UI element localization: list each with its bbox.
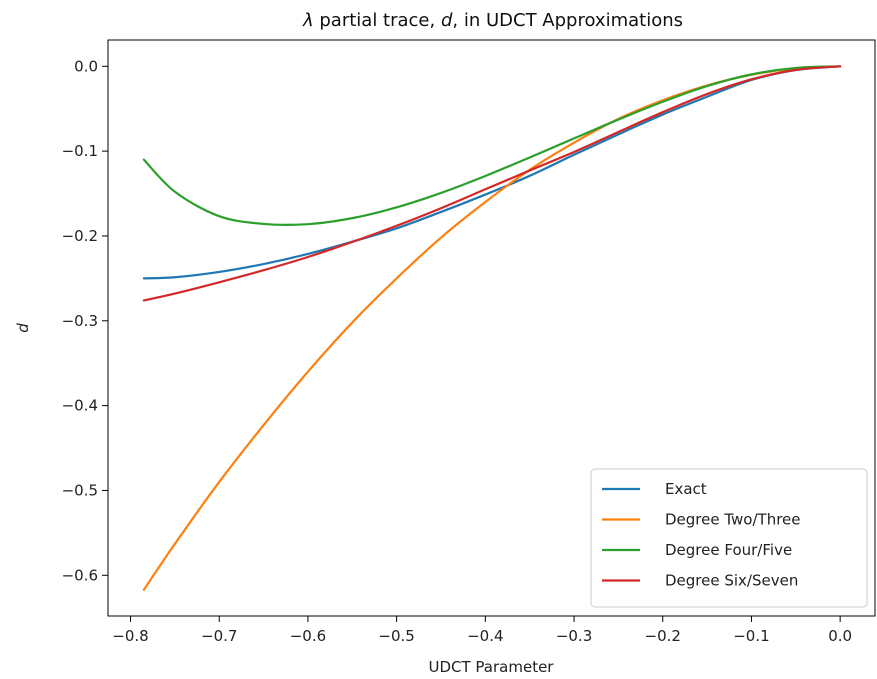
y-tick-label: −0.5 bbox=[62, 481, 98, 499]
y-tick-label: −0.4 bbox=[62, 397, 98, 415]
y-tick-label: −0.6 bbox=[62, 566, 98, 584]
legend-label-degree-two-three: Degree Two/Three bbox=[665, 511, 801, 529]
plot-frame bbox=[107, 39, 876, 617]
y-axis-title: d bbox=[14, 323, 32, 333]
series-line-exact bbox=[142, 65, 842, 280]
x-tick-label: −0.7 bbox=[201, 627, 237, 645]
x-tick-label: −0.8 bbox=[112, 627, 148, 645]
legend-box bbox=[590, 468, 868, 608]
legend-label-degree-four-five: Degree Four/Five bbox=[665, 541, 792, 559]
x-tick-label: −0.5 bbox=[378, 627, 414, 645]
legend: Exact Degree Two/Three Degree Four/Five Deg… bbox=[590, 468, 868, 608]
y-tick-label: −0.1 bbox=[62, 142, 98, 160]
title-lambda: λ bbox=[302, 10, 314, 31]
series-line-degree-six-seven bbox=[142, 65, 842, 302]
y-tick-label: −0.2 bbox=[62, 227, 98, 245]
title-middle: partial trace, bbox=[314, 10, 441, 31]
x-tick-label: −0.3 bbox=[556, 627, 592, 645]
x-axis-title: UDCT Parameter bbox=[429, 658, 555, 676]
series-line-degree-four-five bbox=[142, 65, 842, 226]
x-tick-label: −0.2 bbox=[645, 627, 681, 645]
y-tick-label: −0.3 bbox=[62, 312, 98, 330]
title-var: d bbox=[441, 10, 453, 31]
series-layer bbox=[142, 65, 842, 591]
title-suffix: , in UDCT Approximations bbox=[452, 10, 683, 31]
x-tick-label: −0.1 bbox=[733, 627, 769, 645]
ticks-layer: −0.8 −0.7 −0.6 −0.5 −0.4 −0.3 −0.2 −0.1 0.0 0.0 −0… bbox=[62, 57, 853, 645]
x-tick-label: 0.0 bbox=[828, 627, 852, 645]
x-tick-label: −0.4 bbox=[467, 627, 503, 645]
x-tick-label: −0.6 bbox=[290, 627, 326, 645]
legend-label-degree-six-seven: Degree Six/Seven bbox=[665, 572, 798, 590]
chart-title: λ partial trace, d, in UDCT Approximatio… bbox=[302, 10, 683, 31]
y-tick-label: 0.0 bbox=[74, 57, 98, 75]
legend-label-exact: Exact bbox=[665, 480, 707, 498]
legend-entries: Exact Degree Two/Three Degree Four/Five Deg… bbox=[602, 480, 801, 590]
